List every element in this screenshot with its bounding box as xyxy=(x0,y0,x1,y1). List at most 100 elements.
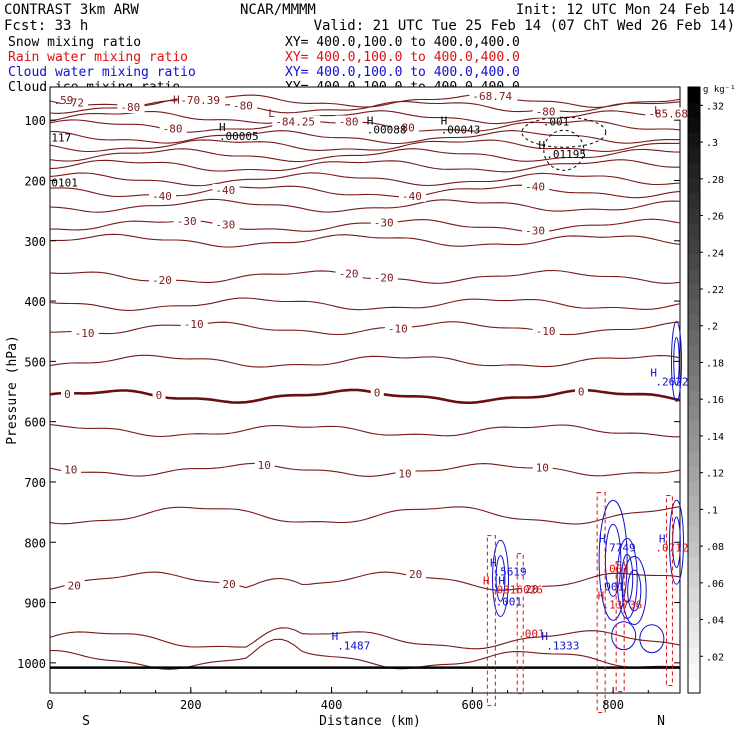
isotherm--10 xyxy=(49,321,681,336)
isotherm-label: -85.68 xyxy=(648,108,688,121)
header-center: NCAR/MMMM xyxy=(240,2,316,18)
colorbar-swatch xyxy=(688,556,700,573)
colorbar-swatch xyxy=(688,299,700,315)
field-label: Rain water mixing ratio xyxy=(8,50,188,65)
field-extremum-label: H xyxy=(659,532,666,545)
isotherm-label-bg xyxy=(272,115,321,128)
colorbar-tick-label: .14 xyxy=(706,432,724,443)
colorbar-swatch xyxy=(688,435,700,452)
contour-labels: -72 -70.39 -68.74 -80 -80 -80 -84.25 -85.68 -80 -… xyxy=(61,89,694,596)
isotherm-label: -20 xyxy=(339,267,359,280)
isotherm--25 xyxy=(49,233,681,248)
isotherm-label-bg xyxy=(173,214,201,227)
isotherm-label: -30 xyxy=(525,225,545,238)
y-tick-label: 800 xyxy=(24,536,46,550)
isotherm-label: 0 xyxy=(374,386,381,399)
isotherm-label-bg xyxy=(149,190,177,203)
colorbar-swatch xyxy=(688,193,700,209)
isotherm-label: -10 xyxy=(184,318,204,331)
y-axis-title: Pressure (hPa) xyxy=(5,335,20,445)
field-extremum-label: .001 xyxy=(603,562,630,575)
isotherm-label-bg xyxy=(395,467,416,480)
isotherm-label-bg xyxy=(117,101,145,114)
isotherm-label: -80 xyxy=(233,100,253,113)
colorbar-swatch xyxy=(688,87,700,103)
colorbar-swatch xyxy=(688,359,700,376)
colorbar-swatch xyxy=(688,283,700,300)
colorbar-swatch xyxy=(688,420,700,436)
field-extremum-label: H xyxy=(541,630,548,643)
cloud-water-contour xyxy=(611,621,637,651)
y-tick-label: 600 xyxy=(24,416,46,430)
colorbar-tick-label: .3 xyxy=(706,138,718,149)
moisture-contours xyxy=(486,116,684,714)
isotherm-label-bg xyxy=(61,388,75,401)
colorbar-swatch xyxy=(688,450,700,467)
isotherm-label-bg xyxy=(384,322,412,335)
field-extremum-label: H xyxy=(483,574,490,587)
colorbar-tick-label: .16 xyxy=(706,395,724,406)
field-extremum-label: .1487 xyxy=(337,640,370,653)
colorbar-swatch xyxy=(688,253,700,270)
cloud-water-contour xyxy=(668,499,684,585)
isotherm--82 xyxy=(49,93,681,108)
isotherm-label: -40 xyxy=(525,181,545,194)
isotherm-label-bg xyxy=(61,463,82,476)
isotherm--15 xyxy=(49,297,681,311)
isotherm-label-bg xyxy=(522,224,550,237)
isotherm--70 xyxy=(49,130,681,145)
colorbar-swatch xyxy=(688,390,700,406)
isotherm-20 xyxy=(49,571,681,591)
colorbar-tick-label: .32 xyxy=(706,101,724,112)
rain-water-contour xyxy=(665,494,673,686)
isotherm-label: -80 xyxy=(395,121,415,134)
colorbar-swatch xyxy=(688,102,700,118)
field-extremum-label: H xyxy=(598,590,605,603)
isotherm--76 xyxy=(49,119,681,133)
colorbar-tick-label: .22 xyxy=(706,285,724,296)
isotherm-label: 10 xyxy=(398,468,411,481)
x-axis-title: Distance (km) xyxy=(319,714,421,729)
isotherm-label-bg xyxy=(522,583,543,596)
isotherm--30 xyxy=(50,218,681,233)
isotherm-10 xyxy=(49,462,681,477)
field-extremum-label: H xyxy=(539,139,546,152)
field-extremum-label: .001 xyxy=(496,596,523,609)
rain-water-contour xyxy=(516,553,524,695)
cloud-water-contour xyxy=(670,320,682,402)
isotherm-label-bg xyxy=(574,385,588,398)
annotations: L LHH.00005H.00088H.00043.001H.01195.5911… xyxy=(51,93,688,652)
field-extremum-label: .00088 xyxy=(367,123,407,136)
header-valid: Valid: 21 UTC Tue 25 Feb 14 (07 ChT Wed … xyxy=(314,18,735,34)
isotherm--46 xyxy=(49,172,681,187)
colorbar-tick-label: .02 xyxy=(706,652,724,663)
colorbar-swatch xyxy=(688,268,700,285)
colorbar-swatch xyxy=(688,662,700,679)
colorbar-swatch xyxy=(688,617,700,633)
field-extremum-label: .2622 xyxy=(655,375,688,388)
isotherm--58 xyxy=(49,148,681,163)
colorbar-tick-label: .28 xyxy=(706,175,724,186)
cloud-ice-contour xyxy=(543,129,585,171)
field-extremum-label: .13736 xyxy=(603,599,643,612)
field-extremum-label: .1333 xyxy=(546,640,579,653)
cloud-water-contour xyxy=(604,523,622,597)
field-extremum-label: H xyxy=(367,114,374,127)
isotherm-label: 10 xyxy=(64,464,77,477)
y-tick-label: 100 xyxy=(24,114,46,128)
colorbar-swatch xyxy=(688,208,700,224)
isotherm-label-bg xyxy=(71,326,99,339)
x-tick-label: 0 xyxy=(46,698,53,712)
cloud-ice-contour xyxy=(521,116,607,148)
isotherm-label: -10 xyxy=(388,322,408,335)
cloud-water-contour xyxy=(598,499,628,621)
isotherm-label: -80 xyxy=(163,123,183,136)
isotherm--5 xyxy=(49,354,681,368)
rain-water-contour xyxy=(486,535,496,707)
colorbar-swatch xyxy=(688,526,700,542)
colorbar-swatch xyxy=(688,162,700,179)
colorbar-tick-label: .08 xyxy=(706,542,724,553)
isotherm-label: -84.25 xyxy=(275,115,315,128)
field-label: Snow mixing ratio xyxy=(8,35,141,50)
